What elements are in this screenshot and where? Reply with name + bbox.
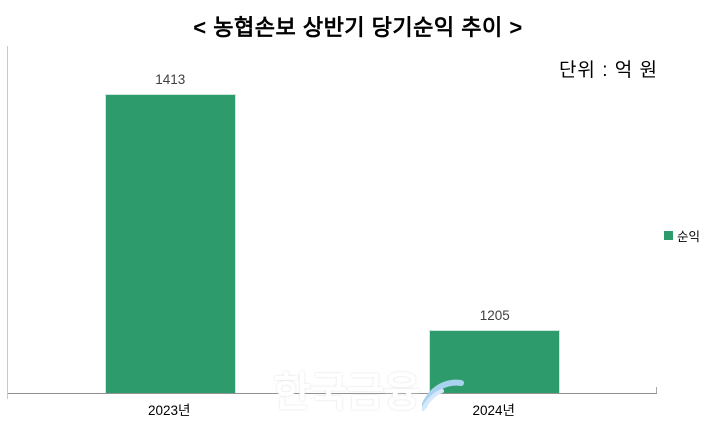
legend-label: 순익 bbox=[677, 230, 701, 244]
chart-title: < 농협손보 상반기 당기순익 추이 > bbox=[193, 15, 523, 40]
legend-marker-icon bbox=[664, 231, 673, 240]
bar-2024 bbox=[429, 330, 561, 393]
bar-slots: 1413 1205 bbox=[8, 46, 657, 393]
x-axis-label-2023: 2023년 bbox=[148, 403, 191, 418]
plot-area: 1413 1205 한국금융 bbox=[7, 46, 657, 413]
bar-value-label-2024: 1205 bbox=[479, 308, 510, 323]
y-axis-bottom-extension bbox=[7, 393, 8, 399]
category-slot-2023: 1413 bbox=[8, 46, 333, 393]
x-axis-labels: 2023년 2024년 bbox=[7, 399, 656, 419]
x-axis-end-tick bbox=[656, 387, 657, 393]
bar-value-label-2023: 1413 bbox=[155, 72, 186, 87]
bar-2023 bbox=[104, 94, 236, 393]
x-axis-label-2024: 2024년 bbox=[472, 403, 515, 418]
legend: 순익 bbox=[664, 226, 700, 245]
unit-label: 단위 : 억 원 bbox=[558, 60, 658, 81]
category-slot-2024: 1205 bbox=[333, 46, 658, 393]
